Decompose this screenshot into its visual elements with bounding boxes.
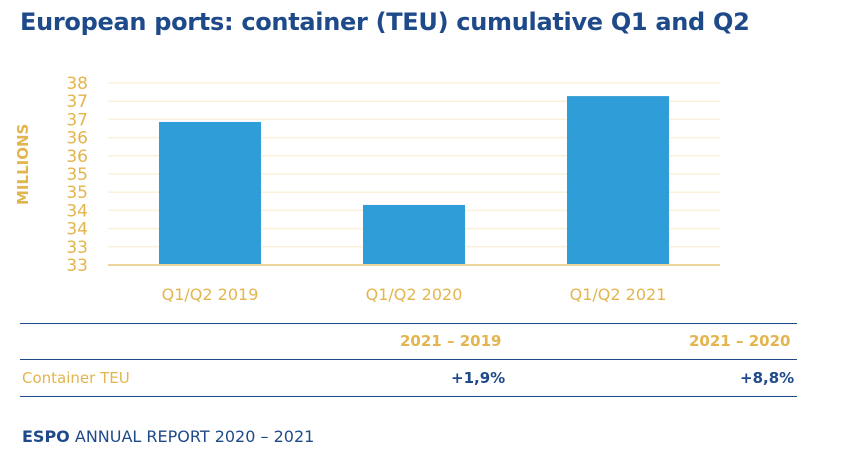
x-tick-label: Q1/Q2 2020 — [366, 285, 463, 304]
y-tick-label: 37 — [66, 92, 88, 112]
y-tick-label: 35 — [66, 183, 88, 203]
table-mid-rule — [20, 359, 797, 360]
header-2021-2019: 2021 – 2019 — [400, 332, 502, 350]
row-label: Container TEU — [22, 369, 130, 387]
x-tick-label: Q1/Q2 2019 — [162, 285, 259, 304]
table-bottom-rule — [20, 396, 797, 397]
table-top-rule — [20, 323, 797, 324]
chart-title: European ports: container (TEU) cumulati… — [20, 8, 750, 36]
bar — [567, 96, 669, 265]
y-tick-label: 33 — [66, 238, 88, 258]
y-tick-label: 36 — [66, 147, 88, 167]
bar — [363, 204, 465, 265]
y-tick-label: 34 — [66, 220, 88, 240]
y-tick-label: 36 — [66, 129, 88, 149]
footer-brand: ESPO — [22, 427, 70, 446]
footer: ESPO ANNUAL REPORT 2020 – 2021 — [22, 427, 314, 446]
y-tick-label: 38 — [66, 74, 88, 94]
bar — [159, 121, 261, 265]
value-2021-2020: +8,8% — [740, 369, 795, 387]
footer-text: ANNUAL REPORT 2020 – 2021 — [69, 427, 315, 446]
value-2021-2019: +1,9% — [451, 369, 506, 387]
y-tick-label: 35 — [66, 165, 88, 185]
y-tick-label: 34 — [66, 201, 88, 221]
x-tick-label: Q1/Q2 2021 — [570, 285, 667, 304]
header-2021-2020: 2021 – 2020 — [689, 332, 791, 350]
y-tick-label: 33 — [66, 256, 88, 276]
y-tick-label: 37 — [66, 110, 88, 130]
